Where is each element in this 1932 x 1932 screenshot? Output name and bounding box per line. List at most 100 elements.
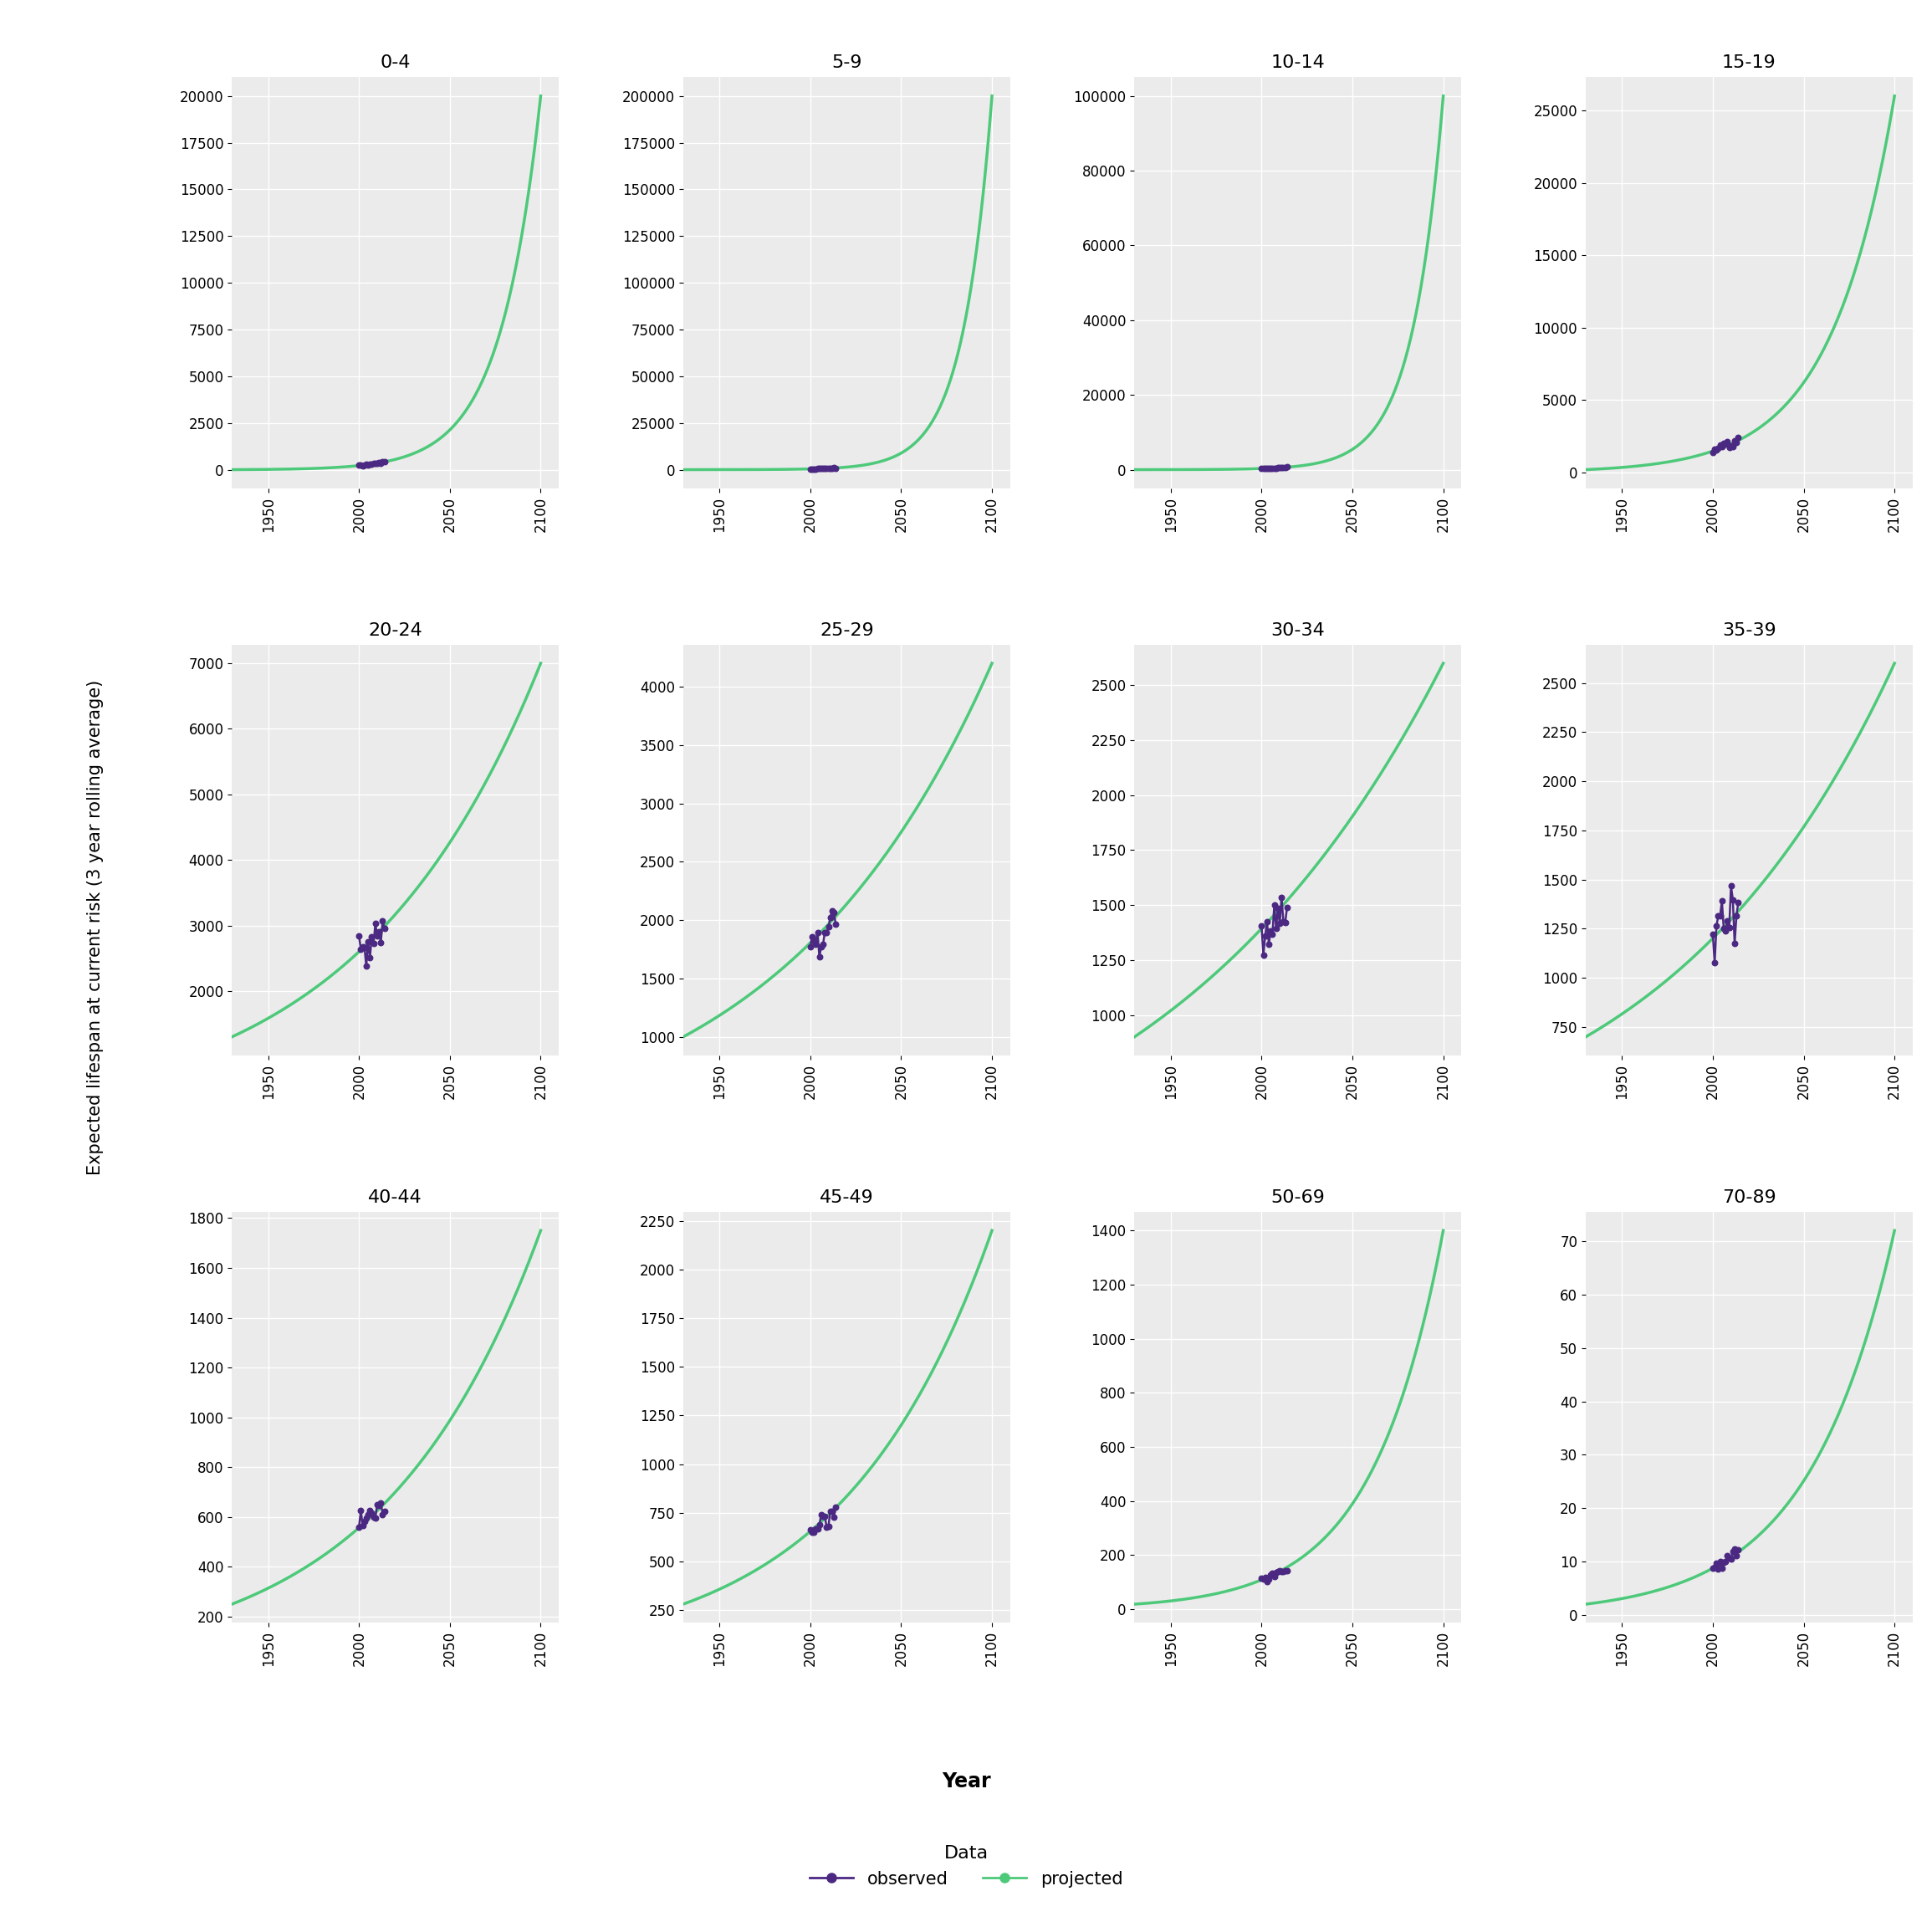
Point (806, 1499, 837, 1530)
Title: 25-29: 25-29 (819, 622, 873, 639)
Point (813, 1511, 844, 1542)
Title: 45-49: 45-49 (819, 1188, 873, 1206)
Point (1262, 1555, 1293, 1586)
Text: Year: Year (941, 1772, 991, 1791)
Point (354, 448, 384, 479)
Point (1710, 1546, 1741, 1577)
Point (815, 1495, 846, 1526)
Point (359, 1503, 390, 1534)
Point (350, 931, 381, 962)
Point (355, 922, 386, 952)
Point (1265, 881, 1296, 912)
Point (355, 448, 386, 479)
Point (1712, 427, 1743, 458)
Point (806, 931, 837, 962)
Point (815, 452, 846, 483)
Title: 50-69: 50-69 (1271, 1188, 1325, 1206)
Point (810, 452, 840, 483)
Point (1267, 452, 1298, 483)
Point (352, 951, 383, 981)
Point (367, 1499, 398, 1530)
Point (1271, 893, 1302, 923)
Point (1250, 452, 1281, 483)
Point (354, 450, 384, 481)
Point (357, 1501, 388, 1532)
Point (355, 1497, 386, 1528)
Point (802, 918, 833, 949)
Point (1714, 1544, 1745, 1575)
Point (1700, 435, 1731, 466)
Point (1706, 1553, 1737, 1584)
Point (1264, 908, 1294, 939)
Point (810, 1501, 840, 1532)
Point (363, 916, 394, 947)
Point (1258, 1557, 1289, 1588)
Point (796, 1517, 827, 1548)
Point (1723, 887, 1754, 918)
Point (1712, 906, 1743, 937)
Point (1256, 916, 1287, 947)
Point (367, 906, 398, 937)
Point (1708, 429, 1739, 460)
Point (1698, 437, 1729, 468)
Point (1258, 918, 1289, 949)
Point (821, 908, 852, 939)
Point (354, 1495, 384, 1526)
Point (1264, 452, 1294, 483)
Point (1718, 885, 1748, 916)
Point (815, 902, 846, 933)
Point (363, 1490, 394, 1520)
Point (1267, 906, 1298, 937)
Point (802, 454, 833, 485)
Point (1262, 912, 1293, 943)
Point (1269, 908, 1300, 939)
Point (1269, 1555, 1300, 1586)
Point (798, 454, 829, 485)
Point (369, 914, 400, 945)
Point (1714, 433, 1745, 464)
Point (804, 941, 835, 972)
Point (798, 925, 829, 956)
Point (1260, 452, 1291, 483)
Point (811, 918, 842, 949)
Point (1718, 431, 1748, 462)
Point (1721, 900, 1752, 931)
Title: 35-39: 35-39 (1721, 622, 1776, 639)
Point (1246, 454, 1277, 485)
Point (357, 929, 388, 960)
Point (804, 1509, 835, 1540)
Point (1252, 454, 1283, 485)
Point (813, 452, 844, 483)
Point (1262, 893, 1293, 923)
Point (350, 450, 381, 481)
Point (348, 931, 379, 962)
Point (1704, 429, 1735, 460)
Point (1700, 910, 1731, 941)
Title: 0-4: 0-4 (381, 54, 412, 71)
Point (1258, 452, 1289, 483)
Point (1719, 425, 1750, 456)
Point (1260, 1561, 1291, 1592)
Point (344, 1511, 375, 1542)
Point (354, 1499, 384, 1530)
Point (1719, 1534, 1750, 1565)
Point (348, 450, 379, 481)
Point (1254, 452, 1285, 483)
Point (1714, 912, 1745, 943)
Point (1698, 1553, 1729, 1584)
Point (1704, 900, 1735, 931)
Point (361, 920, 392, 951)
Point (819, 452, 850, 483)
Point (810, 918, 840, 949)
Point (813, 912, 844, 943)
Point (369, 1495, 400, 1526)
Point (352, 448, 383, 479)
Point (359, 448, 390, 479)
Point (796, 922, 827, 952)
Point (811, 1511, 842, 1542)
Point (1716, 871, 1747, 902)
Point (808, 452, 838, 483)
Point (794, 931, 825, 962)
Point (796, 454, 827, 485)
Point (1702, 433, 1733, 464)
